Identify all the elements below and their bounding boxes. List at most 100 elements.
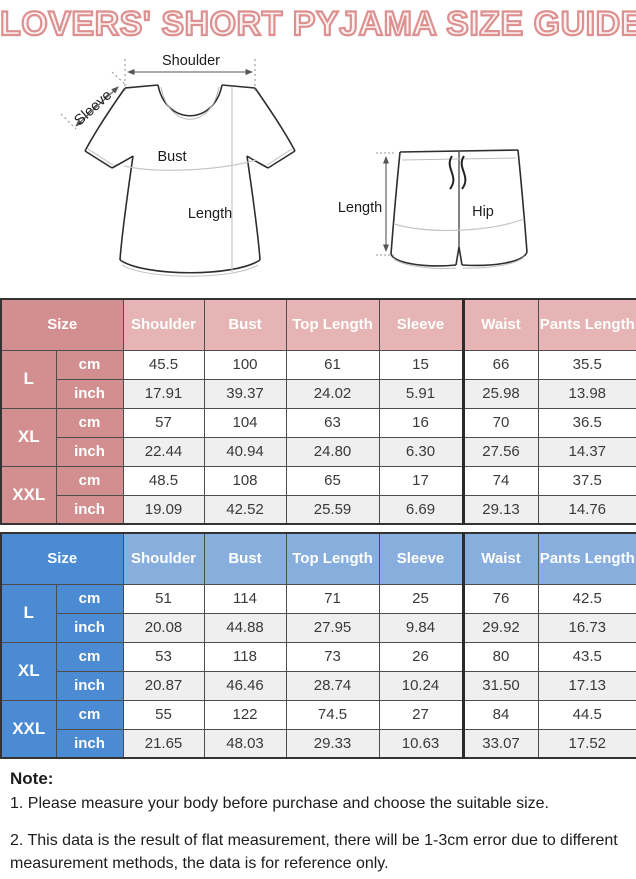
shorts-annotations bbox=[376, 152, 396, 256]
size-value: 76 bbox=[461, 583, 539, 614]
unit-label: inch bbox=[55, 670, 124, 701]
size-value: 44.5 bbox=[537, 699, 636, 730]
column-header-sleeve: Sleeve bbox=[378, 298, 464, 351]
size-value: 80 bbox=[461, 641, 539, 672]
size-value: 16.73 bbox=[537, 612, 636, 643]
measurement-diagram: Shoulder Sleeve Bust Length Length Hip bbox=[60, 53, 528, 277]
tshirt-annotations bbox=[60, 59, 256, 130]
size-value: 74 bbox=[461, 465, 539, 496]
size-label: XL bbox=[0, 641, 57, 701]
column-header-shoulder: Shoulder bbox=[122, 298, 205, 351]
size-header: Size bbox=[0, 298, 124, 351]
size-row: XL cm 53 118 73 26 80 43.5 bbox=[0, 641, 636, 701]
size-row: XXL cm 55 122 74.5 27 84 44.5 bbox=[0, 699, 636, 759]
size-value: 29.13 bbox=[461, 494, 539, 525]
size-value: 6.69 bbox=[378, 494, 464, 525]
size-label: XL bbox=[0, 407, 57, 467]
size-value: 70 bbox=[461, 407, 539, 438]
size-value: 73 bbox=[285, 641, 380, 672]
size-value: 17.13 bbox=[537, 670, 636, 701]
size-row: L cm 45.5 100 61 15 66 35.5 bbox=[0, 349, 636, 409]
unit-label: inch bbox=[55, 728, 124, 759]
size-label: XXL bbox=[0, 699, 57, 759]
size-value: 42.5 bbox=[537, 583, 636, 614]
hip-label: Hip bbox=[472, 204, 494, 220]
size-value: 15 bbox=[378, 349, 464, 380]
size-value: 55 bbox=[122, 699, 205, 730]
unit-label: cm bbox=[55, 407, 124, 438]
size-value: 118 bbox=[203, 641, 287, 672]
table-divider bbox=[0, 525, 636, 532]
note-item-2: 2. This data is the result of flat measu… bbox=[10, 832, 618, 872]
shorts-drawing bbox=[390, 149, 528, 269]
size-value: 14.76 bbox=[537, 494, 636, 525]
note-item-1: 1. Please measure your body before purch… bbox=[10, 795, 549, 812]
size-value: 65 bbox=[285, 465, 380, 496]
note-title: Note: bbox=[10, 769, 54, 788]
size-value: 6.30 bbox=[378, 436, 464, 467]
size-value: 5.91 bbox=[378, 378, 464, 409]
size-value: 20.87 bbox=[122, 670, 205, 701]
size-value: 46.46 bbox=[203, 670, 287, 701]
size-value: 27.95 bbox=[285, 612, 380, 643]
size-value: 40.94 bbox=[203, 436, 287, 467]
size-value: 43.5 bbox=[537, 641, 636, 672]
size-value: 71 bbox=[285, 583, 380, 614]
size-value: 22.44 bbox=[122, 436, 205, 467]
size-value: 33.07 bbox=[461, 728, 539, 759]
size-row: L cm 51 114 71 25 76 42.5 bbox=[0, 583, 636, 643]
column-header-shoulder: Shoulder bbox=[122, 532, 205, 585]
size-value: 42.52 bbox=[203, 494, 287, 525]
size-value: 9.84 bbox=[378, 612, 464, 643]
size-row: inch 17.91 39.37 24.02 5.91 25.98 13.98 bbox=[1, 378, 636, 409]
unit-label: cm bbox=[55, 699, 124, 730]
column-header-bust: Bust bbox=[203, 532, 287, 585]
size-row: XL cm 57 104 63 16 70 36.5 bbox=[0, 407, 636, 467]
size-value: 24.02 bbox=[285, 378, 380, 409]
unit-label: inch bbox=[55, 612, 124, 643]
unit-label: cm bbox=[55, 583, 124, 614]
size-value: 27.56 bbox=[461, 436, 539, 467]
size-row: inch 22.44 40.94 24.80 6.30 27.56 14.37 bbox=[1, 436, 636, 467]
size-value: 63 bbox=[285, 407, 380, 438]
sleeve-label: Sleeve bbox=[71, 87, 115, 129]
size-value: 29.33 bbox=[285, 728, 380, 759]
size-value: 25.98 bbox=[461, 378, 539, 409]
size-value: 84 bbox=[461, 699, 539, 730]
size-header: Size bbox=[0, 532, 124, 585]
size-row: XXL cm 48.5 108 65 17 74 37.5 bbox=[0, 465, 636, 525]
size-label: L bbox=[0, 349, 57, 409]
size-value: 122 bbox=[203, 699, 287, 730]
men-size-table: Size Shoulder Bust Top Length Sleeve Wai… bbox=[0, 532, 636, 759]
size-value: 36.5 bbox=[537, 407, 636, 438]
unit-label: cm bbox=[55, 641, 124, 672]
size-value: 21.65 bbox=[122, 728, 205, 759]
size-value: 48.03 bbox=[203, 728, 287, 759]
size-value: 51 bbox=[122, 583, 205, 614]
column-header-bust: Bust bbox=[203, 298, 287, 351]
unit-label: inch bbox=[55, 436, 124, 467]
size-label: XXL bbox=[0, 465, 57, 525]
size-row: inch 20.87 46.46 28.74 10.24 31.50 17.13 bbox=[1, 670, 636, 701]
size-value: 29.92 bbox=[461, 612, 539, 643]
shorts-length-label: Length bbox=[338, 200, 382, 216]
size-value: 37.5 bbox=[537, 465, 636, 496]
unit-label: cm bbox=[55, 349, 124, 380]
header-row: Size Shoulder Bust Top Length Sleeve Wai… bbox=[0, 298, 636, 351]
size-value: 66 bbox=[461, 349, 539, 380]
column-header-top-length: Top Length bbox=[285, 532, 380, 585]
size-value: 13.98 bbox=[537, 378, 636, 409]
size-value: 26 bbox=[378, 641, 464, 672]
header-row: Size Shoulder Bust Top Length Sleeve Wai… bbox=[0, 532, 636, 585]
column-header-top-length: Top Length bbox=[285, 298, 380, 351]
size-value: 45.5 bbox=[122, 349, 205, 380]
unit-label: inch bbox=[55, 494, 124, 525]
size-value: 104 bbox=[203, 407, 287, 438]
women-size-table: Size Shoulder Bust Top Length Sleeve Wai… bbox=[0, 298, 636, 525]
tshirt-drawing bbox=[84, 84, 296, 277]
size-value: 28.74 bbox=[285, 670, 380, 701]
size-value: 39.37 bbox=[203, 378, 287, 409]
size-row: inch 19.09 42.52 25.59 6.69 29.13 14.76 bbox=[1, 494, 636, 525]
column-header-pants-length: Pants Length bbox=[537, 532, 636, 585]
column-header-pants-length: Pants Length bbox=[537, 298, 636, 351]
